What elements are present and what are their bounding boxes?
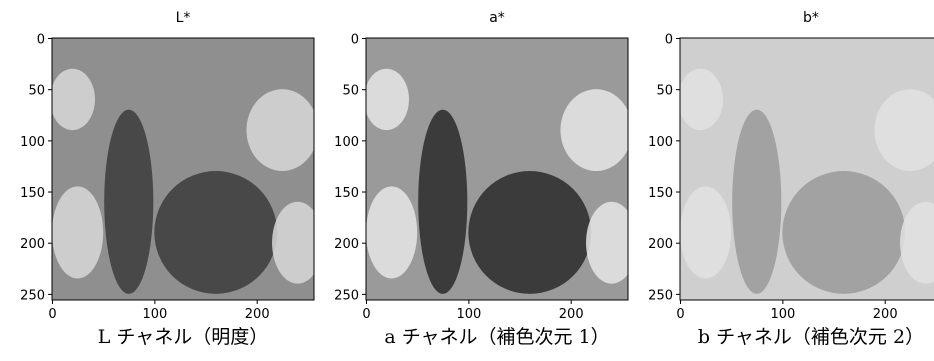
page: {"panels": [ {"title": "L*", "caption": … [0,0,934,361]
y-tick-label: 200 [20,237,45,252]
panel-title: b* [803,10,819,26]
image-shape [560,89,632,171]
image [50,38,323,300]
y-tick-label: 0 [351,33,359,48]
y-tick-label: 150 [648,186,673,201]
image-shape [678,69,723,130]
x-tick-label: 200 [873,307,898,322]
image-shape [680,186,731,278]
image-shape [272,202,323,284]
x-tick-label: 200 [245,307,270,322]
image [678,38,934,300]
y-tick-label: 150 [20,186,45,201]
y-tick-label: 250 [648,288,673,303]
y-tick-label: 200 [334,237,359,252]
x-tick-label: 100 [456,307,481,322]
panel-caption: b チャネル（補色次元 2） [698,326,924,348]
y-tick-label: 150 [334,186,359,201]
panel-caption: a チャネル（補色次元 1） [384,326,609,348]
image [364,38,637,300]
y-tick-label: 250 [20,288,45,303]
y-tick-label: 250 [334,288,359,303]
image-shape [246,89,318,171]
y-tick-label: 100 [20,135,45,150]
panel-title: a* [489,10,505,26]
x-tick-label: 100 [142,307,167,322]
x-tick-label: 0 [48,307,56,322]
image-shape [732,110,781,294]
panel: 0 100 200 0 50 100 150 200 250 L* L チャネル（明度） [20,10,323,348]
image-shape [782,171,905,294]
image-shape [134,58,257,160]
image-shape [586,202,637,284]
x-tick-label: 0 [362,307,370,322]
image-shape [52,186,103,278]
panel: 0 100 200 0 50 100 150 200 250 a* a チャネル（補色次元 1） [334,10,637,348]
image-shape [154,171,277,294]
figure: 0 100 200 0 50 100 150 200 250 L* L チャネル（明度） 0 100 20… [0,0,934,361]
y-tick-label: 100 [648,135,673,150]
y-tick-label: 100 [334,135,359,150]
x-tick-label: 100 [770,307,795,322]
y-tick-label: 0 [665,33,673,48]
y-tick-label: 50 [656,84,673,99]
x-tick-label: 200 [559,307,584,322]
image-shape [418,110,467,294]
y-tick-label: 0 [37,33,45,48]
image-shape [50,69,95,130]
image-shape [762,58,885,160]
panel: 0 100 200 0 50 100 150 200 250 b* b チャネル（補色次元 2） [648,10,934,348]
image-shape [468,171,591,294]
panel-caption: L チャネル（明度） [98,326,268,348]
x-tick-label: 0 [676,307,684,322]
image-shape [104,110,153,294]
y-tick-label: 50 [28,84,45,99]
y-tick-label: 200 [648,237,673,252]
image-shape [364,69,409,130]
image-shape [366,186,417,278]
y-tick-label: 50 [342,84,359,99]
image-shape [448,58,571,160]
panel-title: L* [176,10,191,26]
